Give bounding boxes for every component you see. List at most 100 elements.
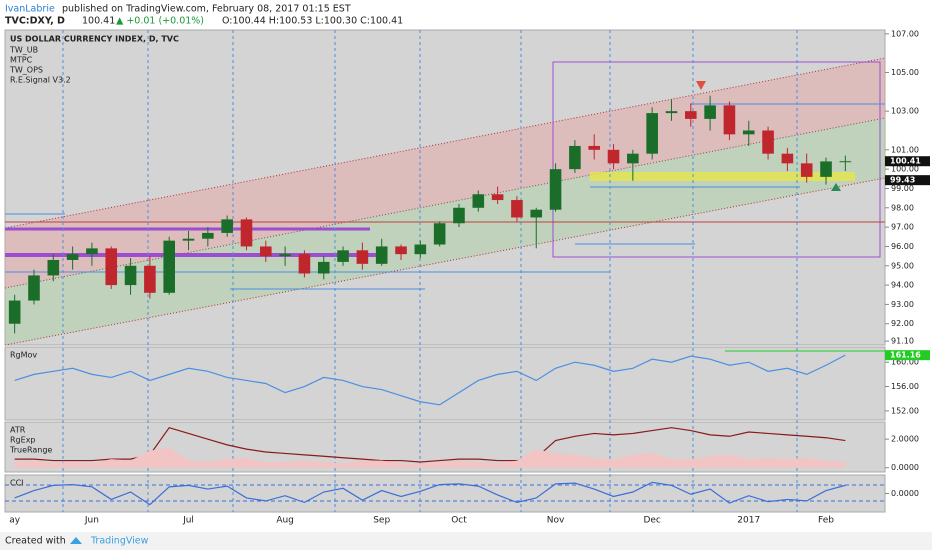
- y-tick-label: 92.00: [891, 319, 914, 328]
- logo: [70, 537, 82, 544]
- price-label-box: [885, 350, 930, 361]
- candle-body: [414, 244, 427, 255]
- candle-body: [356, 250, 369, 264]
- candle-body: [569, 145, 581, 170]
- y-tick-label: 97.00: [891, 223, 914, 232]
- legend-label: MTPC: [10, 56, 33, 65]
- signal-arrow: [696, 81, 706, 90]
- x-tick-label: Jun: [84, 516, 99, 526]
- candle-body: [723, 105, 736, 135]
- candle-body: [549, 169, 562, 210]
- price-label-box: [885, 175, 930, 186]
- price-label: 99.43: [890, 176, 915, 185]
- y-tick-label: 152.00: [891, 406, 919, 415]
- candle-body: [742, 130, 755, 135]
- candle-body: [182, 238, 195, 241]
- candle-body: [820, 161, 832, 177]
- y-tick-label: 105.00: [891, 68, 919, 77]
- zone: [590, 172, 855, 181]
- candle-body: [124, 265, 137, 286]
- candle-body: [144, 265, 156, 293]
- candle-body: [839, 161, 852, 163]
- candle-body: [511, 200, 523, 218]
- candle-body: [163, 240, 175, 293]
- candle-body: [337, 250, 349, 262]
- x-tick-label: Sep: [373, 516, 390, 526]
- candle-body: [375, 246, 388, 264]
- legend-label: TW_OPS: [9, 66, 43, 75]
- channel-line: [4, 177, 886, 346]
- cci-panel: [4, 474, 886, 513]
- legend-label: TrueRange: [9, 446, 52, 455]
- line: [14, 354, 846, 406]
- candle-body: [491, 194, 504, 201]
- change: ▲ +0.01 (+0.01%): [116, 16, 204, 27]
- time-lines: [62, 30, 798, 512]
- line: [14, 481, 846, 506]
- candle-body: [298, 254, 311, 274]
- price-label: 161.16: [890, 351, 921, 360]
- candle-body: [588, 145, 600, 150]
- legend-label: ATR: [10, 426, 26, 435]
- x-tick-label: 2017: [737, 516, 760, 526]
- candle-body: [704, 105, 716, 119]
- candle-body: [762, 130, 774, 154]
- y-tick-label: 91.10: [891, 337, 914, 346]
- area: [14, 447, 846, 468]
- published: published on TradingView.com, February 0…: [62, 4, 351, 15]
- x-tick-label: Feb: [818, 516, 834, 526]
- y-tick-label: 95.00: [891, 261, 914, 270]
- y-tick-label: 93.00: [891, 300, 914, 309]
- x-tick-label: Jul: [182, 516, 194, 526]
- y-tick-label: 107.00: [891, 29, 919, 38]
- y-tick-label: 160.00: [891, 358, 919, 367]
- candle-body: [453, 207, 465, 224]
- y-tick-label: 99.00: [891, 184, 914, 193]
- candle-body: [627, 153, 639, 164]
- x-tick-label: ay: [9, 516, 21, 526]
- y-tick-label: 103.00: [891, 107, 919, 116]
- candle-body: [685, 111, 697, 119]
- y-tick-label: 0.0000: [891, 489, 919, 498]
- candle-body: [8, 300, 21, 324]
- candle-body: [28, 275, 40, 301]
- candle-body: [530, 209, 543, 218]
- chart-title: US DOLLAR CURRENCY INDEX, D, TVC: [10, 35, 179, 44]
- candle-body: [86, 248, 98, 255]
- rgmov-panel: [4, 346, 886, 421]
- y-tick-label: 0.0000: [891, 463, 919, 472]
- y-tick-label: 100.00: [891, 165, 919, 174]
- legend-label: TW_UB: [9, 46, 38, 55]
- x-tick-label: Dec: [643, 516, 660, 526]
- footer-brand[interactable]: TradingView: [90, 536, 149, 547]
- ohlc: O:100.44 H:100.53 L:100.30 C:100.41: [222, 16, 403, 27]
- signal-arrow: [831, 183, 841, 191]
- legend-label: R.E.Signal V3.2: [10, 76, 71, 85]
- x-tick-label: Oct: [451, 516, 467, 526]
- author[interactable]: IvanLabrie: [5, 4, 55, 15]
- candle-body: [317, 261, 330, 274]
- candle-body: [472, 194, 485, 208]
- box-drawing: [552, 61, 881, 258]
- y-tick-label: 96.00: [891, 242, 914, 251]
- y-tick-label: 101.00: [891, 145, 919, 154]
- candle-body: [646, 113, 658, 154]
- price-label-box: [885, 156, 930, 167]
- x-tick-label: Nov: [547, 516, 565, 526]
- candle-body: [105, 248, 118, 286]
- candle-body: [395, 246, 407, 255]
- y-tick-label: 2.0000: [891, 435, 919, 444]
- candle-body: [240, 219, 253, 247]
- footer-created: Created with: [5, 536, 66, 547]
- candle-body: [279, 254, 291, 257]
- candle-body: [781, 153, 794, 164]
- candle-body: [202, 232, 214, 239]
- y-tick-label: 156.00: [891, 382, 919, 391]
- candle-body: [607, 149, 620, 164]
- candle-body: [433, 223, 446, 245]
- candle-body: [66, 254, 79, 260]
- legend-label: RgMov: [10, 351, 37, 360]
- price: 100.41: [82, 16, 115, 27]
- candle-body: [800, 163, 813, 177]
